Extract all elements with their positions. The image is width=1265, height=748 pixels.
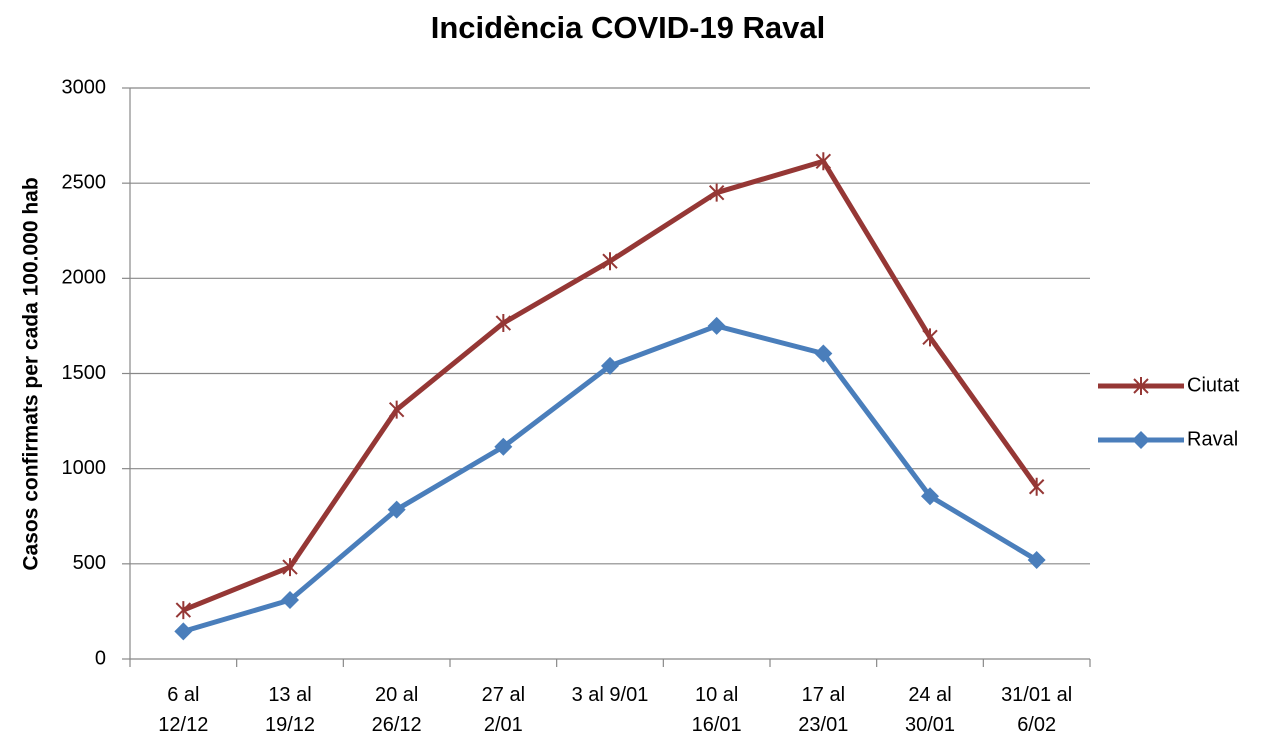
- marker: [1132, 431, 1150, 449]
- y-tick-label: 0: [95, 647, 106, 669]
- marker: [175, 601, 192, 620]
- y-axis-label: Casos confirmats per cada 100.000 hab: [20, 177, 43, 570]
- marker: [174, 622, 193, 641]
- marker: [494, 437, 513, 456]
- x-tick-label: 13 al 19/12: [264, 684, 316, 736]
- marker: [387, 500, 406, 519]
- marker: [282, 558, 298, 577]
- marker: [815, 152, 832, 171]
- marker: [388, 400, 405, 419]
- y-tick-label: 500: [73, 552, 106, 574]
- series-line: [182, 158, 1039, 613]
- marker: [602, 252, 618, 271]
- y-tick-label: 1500: [62, 362, 107, 384]
- x-tick-label: 20 al 26/12: [371, 684, 422, 736]
- x-tick-label: 27 al 2/01: [481, 684, 526, 736]
- marker: [601, 356, 619, 375]
- marker: [495, 314, 512, 333]
- y-tick-label: 3000: [62, 76, 107, 98]
- marker: [1028, 477, 1045, 496]
- x-tick-label: 6 al 12/12: [158, 684, 209, 736]
- x-tick-label: 31/01 al 6/02: [1001, 684, 1073, 736]
- legend-label: Raval: [1187, 428, 1238, 450]
- x-tick-label: 10 al 16/01: [691, 684, 742, 736]
- marker: [921, 487, 939, 506]
- y-tick-label: 2000: [62, 267, 107, 289]
- marker: [814, 344, 833, 363]
- y-tick-label: 1000: [62, 457, 107, 479]
- x-tick-label: 3 al 9/01: [571, 684, 649, 706]
- marker: [707, 316, 726, 335]
- y-tick-label: 2500: [62, 171, 107, 193]
- x-tick-label: 24 al 30/01: [904, 684, 956, 736]
- legend-label: Ciutat: [1187, 374, 1240, 396]
- x-tick-label: 17 al 23/01: [798, 684, 849, 736]
- marker: [1133, 377, 1149, 395]
- marker: [1027, 551, 1046, 570]
- marker: [922, 328, 938, 347]
- marker: [281, 590, 299, 609]
- chart-title: Incidència COVID-19 Raval: [431, 10, 826, 45]
- marker: [708, 183, 725, 202]
